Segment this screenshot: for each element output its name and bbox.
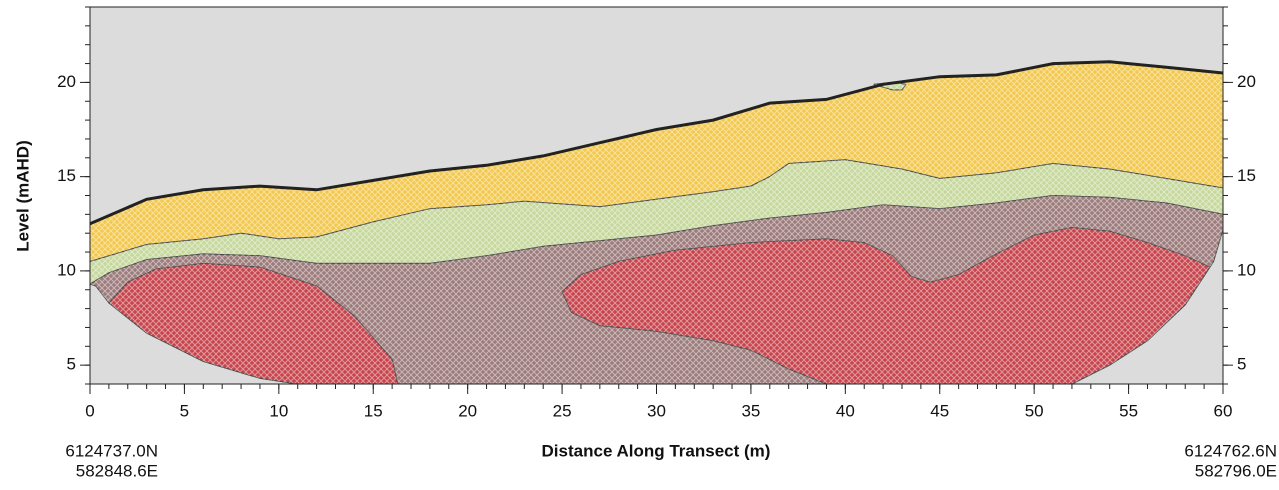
x-tick-label: 30 xyxy=(647,401,666,420)
x-tick-label: 55 xyxy=(1119,401,1138,420)
x-tick-label: 15 xyxy=(364,401,383,420)
x-tick-label: 20 xyxy=(458,401,477,420)
y2-tick-label: 10 xyxy=(1237,260,1256,279)
y-tick-label: 20 xyxy=(57,72,76,91)
hatch xyxy=(90,61,1223,262)
x-tick-label: 5 xyxy=(180,401,189,420)
y2-tick-label: 15 xyxy=(1237,166,1256,185)
start-easting: 582848.6E xyxy=(76,461,158,480)
y2-tick-label: 5 xyxy=(1237,355,1246,374)
hatch xyxy=(562,227,1210,384)
y-tick-label: 5 xyxy=(67,355,76,374)
x-tick-label: 60 xyxy=(1214,401,1233,420)
y-tick-label: 15 xyxy=(57,166,76,185)
x-tick-label: 10 xyxy=(269,401,288,420)
x-axis-label: Distance Along Transect (m) xyxy=(542,441,771,460)
x-tick-label: 40 xyxy=(836,401,855,420)
start-northing: 6124737.0N xyxy=(65,441,158,460)
x-tick-label: 50 xyxy=(1025,401,1044,420)
x-tick-label: 35 xyxy=(741,401,760,420)
end-easting: 582796.0E xyxy=(1195,461,1277,480)
y2-tick-label: 20 xyxy=(1237,72,1256,91)
ground-surface xyxy=(90,60,1223,226)
x-tick-label: 25 xyxy=(553,401,572,420)
end-northing: 6124762.6N xyxy=(1184,441,1277,460)
section xyxy=(90,60,1223,384)
hatch xyxy=(90,159,1223,285)
x-tick-label: 45 xyxy=(930,401,949,420)
y-axis-label: Level (mAHD) xyxy=(13,140,32,251)
hatch xyxy=(108,263,398,384)
y-tick-label: 10 xyxy=(57,260,76,279)
x-tick-label: 0 xyxy=(85,401,94,420)
